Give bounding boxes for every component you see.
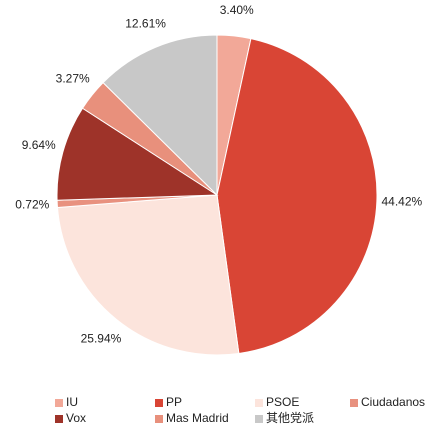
data-label: 3.27% (56, 71, 90, 85)
legend-label: Ciudadanos (361, 395, 425, 409)
legend-label: IU (66, 395, 78, 409)
legend-label: Mas Madrid (166, 411, 229, 425)
legend-swatch (255, 399, 263, 407)
pie-slice (56, 194, 240, 356)
data-label: 9.64% (22, 138, 56, 152)
pie-slice (56, 107, 219, 201)
legend-label: Vox (66, 411, 86, 425)
legend-swatch (55, 399, 63, 407)
legend-swatch (55, 415, 63, 423)
data-label: 3.40% (220, 3, 254, 17)
legend-label: 其他党派 (266, 410, 314, 425)
legend-swatch (255, 415, 263, 423)
legend-swatch (350, 399, 358, 407)
pie-slice (216, 38, 378, 355)
legend-swatch (155, 415, 163, 423)
data-label: 25.94% (81, 331, 122, 345)
data-label: 0.72% (15, 197, 49, 211)
data-label: 12.61% (125, 16, 166, 30)
legend-swatch (155, 399, 163, 407)
legend-label: PP (166, 395, 182, 409)
legend-label: PSOE (266, 395, 299, 409)
data-label: 44.42% (382, 194, 423, 208)
pie-slice (102, 34, 218, 197)
